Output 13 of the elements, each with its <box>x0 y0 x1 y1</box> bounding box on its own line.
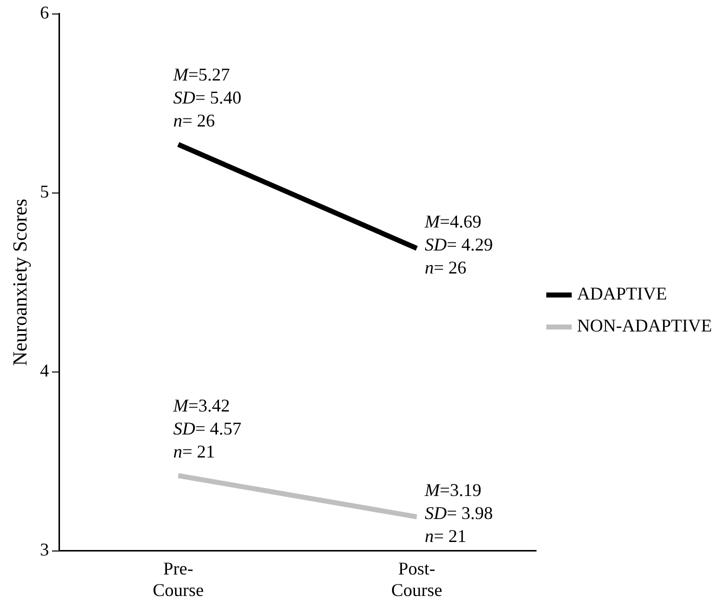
annotation: M=3.42 SD= 4.57 n= 21 <box>172 396 242 462</box>
y-tick-label: 6 <box>40 2 49 23</box>
legend-label: NON-ADAPTIVE <box>577 316 712 336</box>
x-tick-label: Post- Course <box>391 558 442 600</box>
annotation: M=5.27 SD= 5.40 n= 26 <box>172 64 242 130</box>
y-tick-label: 4 <box>40 360 49 381</box>
y-axis-title: Neuroanxiety Scores <box>9 198 32 366</box>
annotation: M=3.19 SD= 3.98 n= 21 <box>424 480 493 546</box>
y-tick-label: 3 <box>40 540 49 560</box>
y-tick-label: 5 <box>40 182 49 202</box>
x-tick-label: Pre- Course <box>152 558 204 600</box>
legend-label: ADAPTIVE <box>577 284 667 304</box>
annotation: M=4.69 SD= 4.29 n= 26 <box>424 211 493 278</box>
